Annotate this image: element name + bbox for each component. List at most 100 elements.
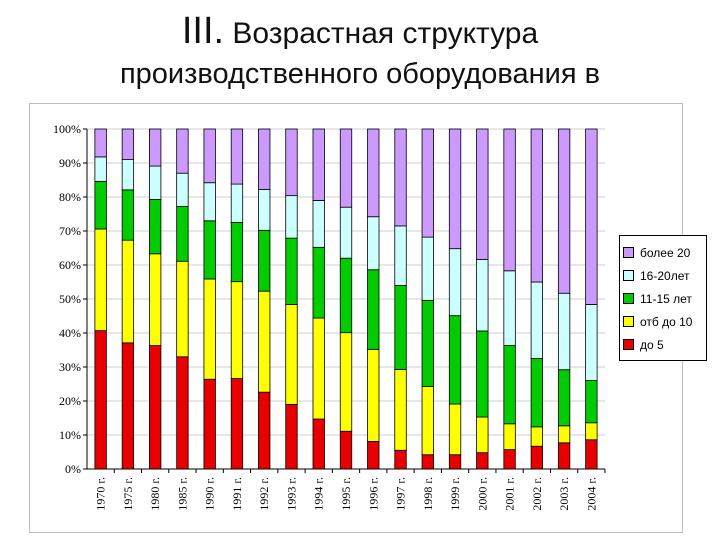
legend-swatch (623, 247, 634, 258)
bar-segment (476, 128, 489, 260)
bar-segment (203, 220, 216, 280)
bar-segment (421, 454, 434, 470)
bar-segment (421, 128, 434, 238)
bar-segment (258, 391, 271, 470)
bar-segment (585, 439, 598, 470)
bar-segment (339, 206, 353, 259)
bar-segment (557, 128, 571, 294)
bar-segment (258, 290, 271, 393)
bar-segment (258, 229, 271, 292)
bar-segment (94, 180, 107, 230)
x-tick-label: 1999 г. (448, 477, 462, 511)
bar-segment (230, 222, 244, 283)
y-tick-label: 40% (59, 326, 81, 340)
x-tick-label: 1995 г. (339, 477, 353, 511)
bar-segment (394, 128, 407, 227)
x-tick-label: 2000 г. (475, 477, 489, 511)
legend-swatch (623, 316, 634, 327)
x-tick-label: 1985 г. (175, 477, 189, 511)
bar-segment (121, 189, 135, 241)
bar-segment (149, 345, 162, 470)
x-tick-label: 1975 г. (121, 477, 135, 511)
bar-segment (557, 369, 571, 427)
x-tick-label: 2003 г. (557, 477, 571, 511)
bar-segment (394, 225, 407, 286)
bar-segment (312, 317, 325, 420)
x-tick-label: 1990 г. (203, 477, 217, 511)
legend-item: более 20 (623, 241, 706, 264)
bar-segment (258, 189, 271, 231)
y-tick-label: 60% (59, 258, 81, 272)
y-tick-label: 20% (59, 394, 81, 408)
bar-segment (367, 216, 380, 271)
bar-segment (421, 299, 434, 387)
bar-segment (285, 128, 298, 197)
bar-segment (394, 368, 407, 451)
legend-label: отб до 10 (640, 314, 693, 329)
x-tick-label: 1991 г. (230, 477, 244, 511)
legend-item: 11-15 лет (623, 287, 706, 310)
bar-segment (421, 236, 434, 301)
bar-segment (339, 128, 353, 208)
slide-title-text: Возрастная структура (232, 17, 539, 50)
bar-segment (176, 206, 189, 262)
slide-title-line2: производственного оборудования в (119, 58, 601, 90)
bar-segment (448, 403, 462, 456)
bar-segment (530, 445, 543, 470)
bar-segment (230, 183, 244, 223)
bar-segment (530, 128, 543, 283)
y-tick-label: 30% (59, 360, 81, 374)
bar-segment (94, 128, 107, 158)
bar-segment (585, 128, 598, 305)
x-tick-label: 1994 г. (312, 477, 326, 511)
bar-segment (312, 246, 325, 319)
bar-segment (94, 330, 107, 470)
y-tick-label: 0% (65, 462, 81, 476)
stacked-bar-chart: 0% 10% 20% 30% 40% 50% 60% 70% 80% 90% 100% 1970 г.… (53, 122, 606, 511)
bar-segment (94, 156, 107, 182)
bar-segment (503, 345, 516, 425)
bar-segment (367, 269, 380, 350)
bar-segment (476, 330, 489, 418)
bar-segment (121, 342, 135, 470)
bar-segment (585, 422, 598, 441)
bar-segment (203, 278, 216, 380)
bar-segment (557, 292, 571, 371)
bar-segment (503, 270, 516, 346)
bar-segment (448, 454, 462, 470)
bar-segment (503, 128, 516, 272)
bar-segment (339, 257, 353, 334)
bar-segment (394, 449, 407, 470)
bar-segment (421, 385, 434, 456)
bar-segment (258, 128, 271, 190)
y-tick-label: 70% (59, 224, 81, 238)
bar-segment (121, 159, 135, 191)
legend-item: 16-20лет (623, 264, 706, 287)
y-tick-label: 50% (59, 292, 81, 306)
bar-segment (448, 248, 462, 317)
legend-label: более 20 (640, 245, 691, 260)
bar-segment (312, 418, 325, 470)
bar-segment (476, 452, 489, 470)
bar-segment (230, 128, 244, 185)
y-tick-label: 10% (59, 428, 81, 442)
bar-segment (176, 128, 189, 174)
x-tick-label: 1992 г. (257, 477, 271, 511)
x-tick-label: 2002 г. (530, 477, 544, 511)
bar-segment (557, 425, 571, 444)
bar-segment (476, 259, 489, 332)
chart-frame: 0% 10% 20% 30% 40% 50% 60% 70% 80% 90% 100% 1970 г.… (29, 103, 683, 533)
bar-segment (285, 237, 298, 305)
x-tick-label: 1993 г. (284, 477, 298, 511)
bar-segment (149, 128, 162, 167)
legend-item: отб до 10 (623, 310, 706, 333)
bar-segment (176, 260, 189, 358)
legend-swatch (623, 270, 634, 281)
bar-segment (149, 165, 162, 200)
x-tick-label: 1996 г. (366, 477, 380, 511)
bar-segment (367, 128, 380, 218)
bar-segment (285, 403, 298, 470)
bar-segment (176, 172, 189, 207)
bar-segment (285, 195, 298, 239)
bar-segment (585, 380, 598, 424)
